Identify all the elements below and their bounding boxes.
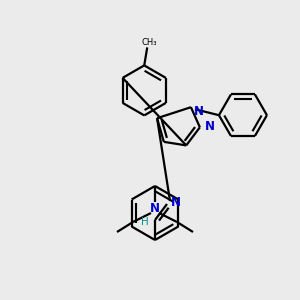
Text: H: H bbox=[141, 217, 149, 227]
Text: N: N bbox=[205, 120, 215, 133]
Text: N: N bbox=[150, 202, 160, 214]
Text: N: N bbox=[171, 196, 181, 209]
Text: N: N bbox=[194, 105, 204, 118]
Text: CH₃: CH₃ bbox=[142, 38, 157, 47]
